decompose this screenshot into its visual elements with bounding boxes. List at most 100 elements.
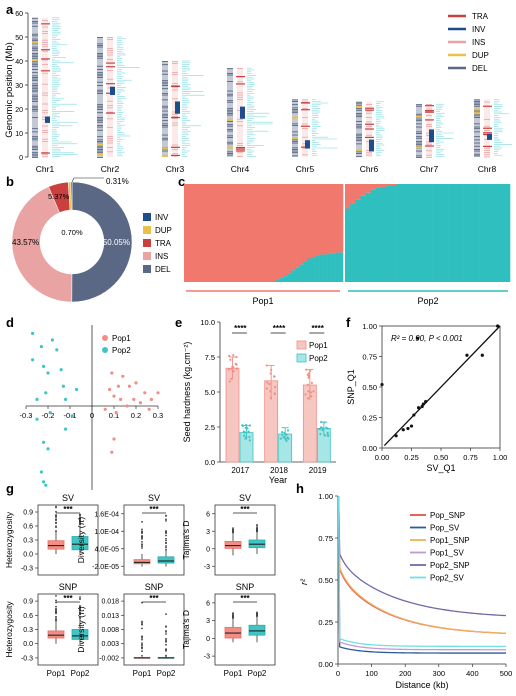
jitter-point [248,424,252,427]
tra-mark [483,132,492,134]
del-band [162,73,168,75]
ins-band [107,142,113,144]
chromosome-label: Chr6 [360,164,379,174]
pop2-q2-bar [479,184,485,282]
outlier-point [79,606,81,609]
del-band [32,33,38,35]
e-y-tick-label: 0.0 [205,458,215,467]
f-y-axis-label: SNP_Q1 [346,369,356,405]
pop2-q2-bar [448,184,454,282]
del-band [162,64,168,66]
pop1-q2-bar [335,252,340,282]
del-band [32,110,38,112]
legend-label-tra: TRA [155,239,172,248]
legend-label-inv: INV [155,213,169,222]
del-band [97,91,103,93]
pop1-point [147,407,151,411]
pop1-q1-bar [303,184,308,262]
jitter-point [273,375,276,378]
outlier-point [256,611,258,614]
panel-label-h: h [296,481,304,496]
del-band [356,108,362,110]
ins-band [42,31,48,32]
ins-band [237,121,243,122]
outlier-point [256,529,258,532]
del-band [97,85,103,86]
inv-leader-line [71,177,104,183]
del-band [227,143,233,145]
boxplot-x-label: Pop2 [248,669,267,678]
tra-mark [483,105,492,107]
boxplot-title: SNP [59,582,78,592]
tra-mark [106,83,115,85]
legend-label-pop1_snp: Pop1_SNP [430,536,470,545]
e-x-tick-label: 2018 [270,466,288,475]
ins-band [107,50,113,51]
ins-band [237,99,243,100]
ins-band [237,143,243,144]
pop2-q2-bar [375,187,382,282]
jitter-point [323,421,326,424]
del-band [474,126,480,128]
outlier-point [165,545,167,547]
del-band [32,152,38,154]
ins-band [366,110,372,112]
del-band [227,90,233,92]
f-y-tick-label: 0.25 [362,414,377,423]
del-band [227,154,233,156]
del-band [32,53,38,54]
ins-band [42,110,48,111]
e-y-tick-label: 2.5 [205,423,215,432]
q1-point [496,324,500,328]
pop2-point [39,470,44,474]
del-band [32,54,38,56]
del-band [32,69,38,70]
pop1-q1-bar [319,184,324,255]
legend-label-ins: INS [472,38,485,47]
del-band [292,155,298,157]
jitter-point [246,427,249,430]
ins-band [237,96,243,98]
jitter-point [321,428,324,432]
del-band [32,64,38,66]
jitter-point [235,355,238,359]
del-band [97,136,103,138]
del-band [356,116,362,118]
ins-band [42,130,48,131]
ins-band [237,156,243,157]
del-band [32,62,38,64]
pop2-q2-bar [504,184,511,282]
pop1-point [125,404,129,408]
tra-mark [425,119,434,121]
del-band [32,147,38,149]
del-band [356,101,362,103]
del-band [356,137,362,138]
tra-mark [365,136,374,138]
del-band [474,149,480,150]
r-squared-annotation: R² = 0.90, P < 0.001 [391,334,463,343]
boxplot-y-tick-label: 6 [206,600,210,607]
outlier-point [165,613,167,616]
tra-mark [106,66,115,68]
del-band [474,131,480,133]
del-band [416,131,422,133]
pop2-q2-bar [360,195,366,282]
del-band [162,70,168,72]
del-band [32,137,38,139]
del-band [97,57,103,59]
jitter-point [273,386,277,389]
seed-hardness-panel: 0.0 2.5 5.0 7.5 10.0 Seed hardness (kg.cm⁻²) Y… [182,318,336,485]
boxplot-x-label: Pop2 [71,669,90,678]
outlier-point [165,643,167,646]
jitter-point [229,358,232,361]
ins-band [42,26,48,28]
outlier-point [165,641,167,643]
tra-mark [106,112,115,114]
boxplot-frame [214,593,276,666]
ins-band [237,125,243,127]
ins-band [172,113,178,115]
chromosome-chr4 [227,67,273,157]
ins-band [366,134,372,136]
jitter-point [281,433,284,437]
sv-donut-panel: 50.05% 43.57% 5.37% 0.70% 0.31% INV DUP TRA INS… [11,177,172,303]
